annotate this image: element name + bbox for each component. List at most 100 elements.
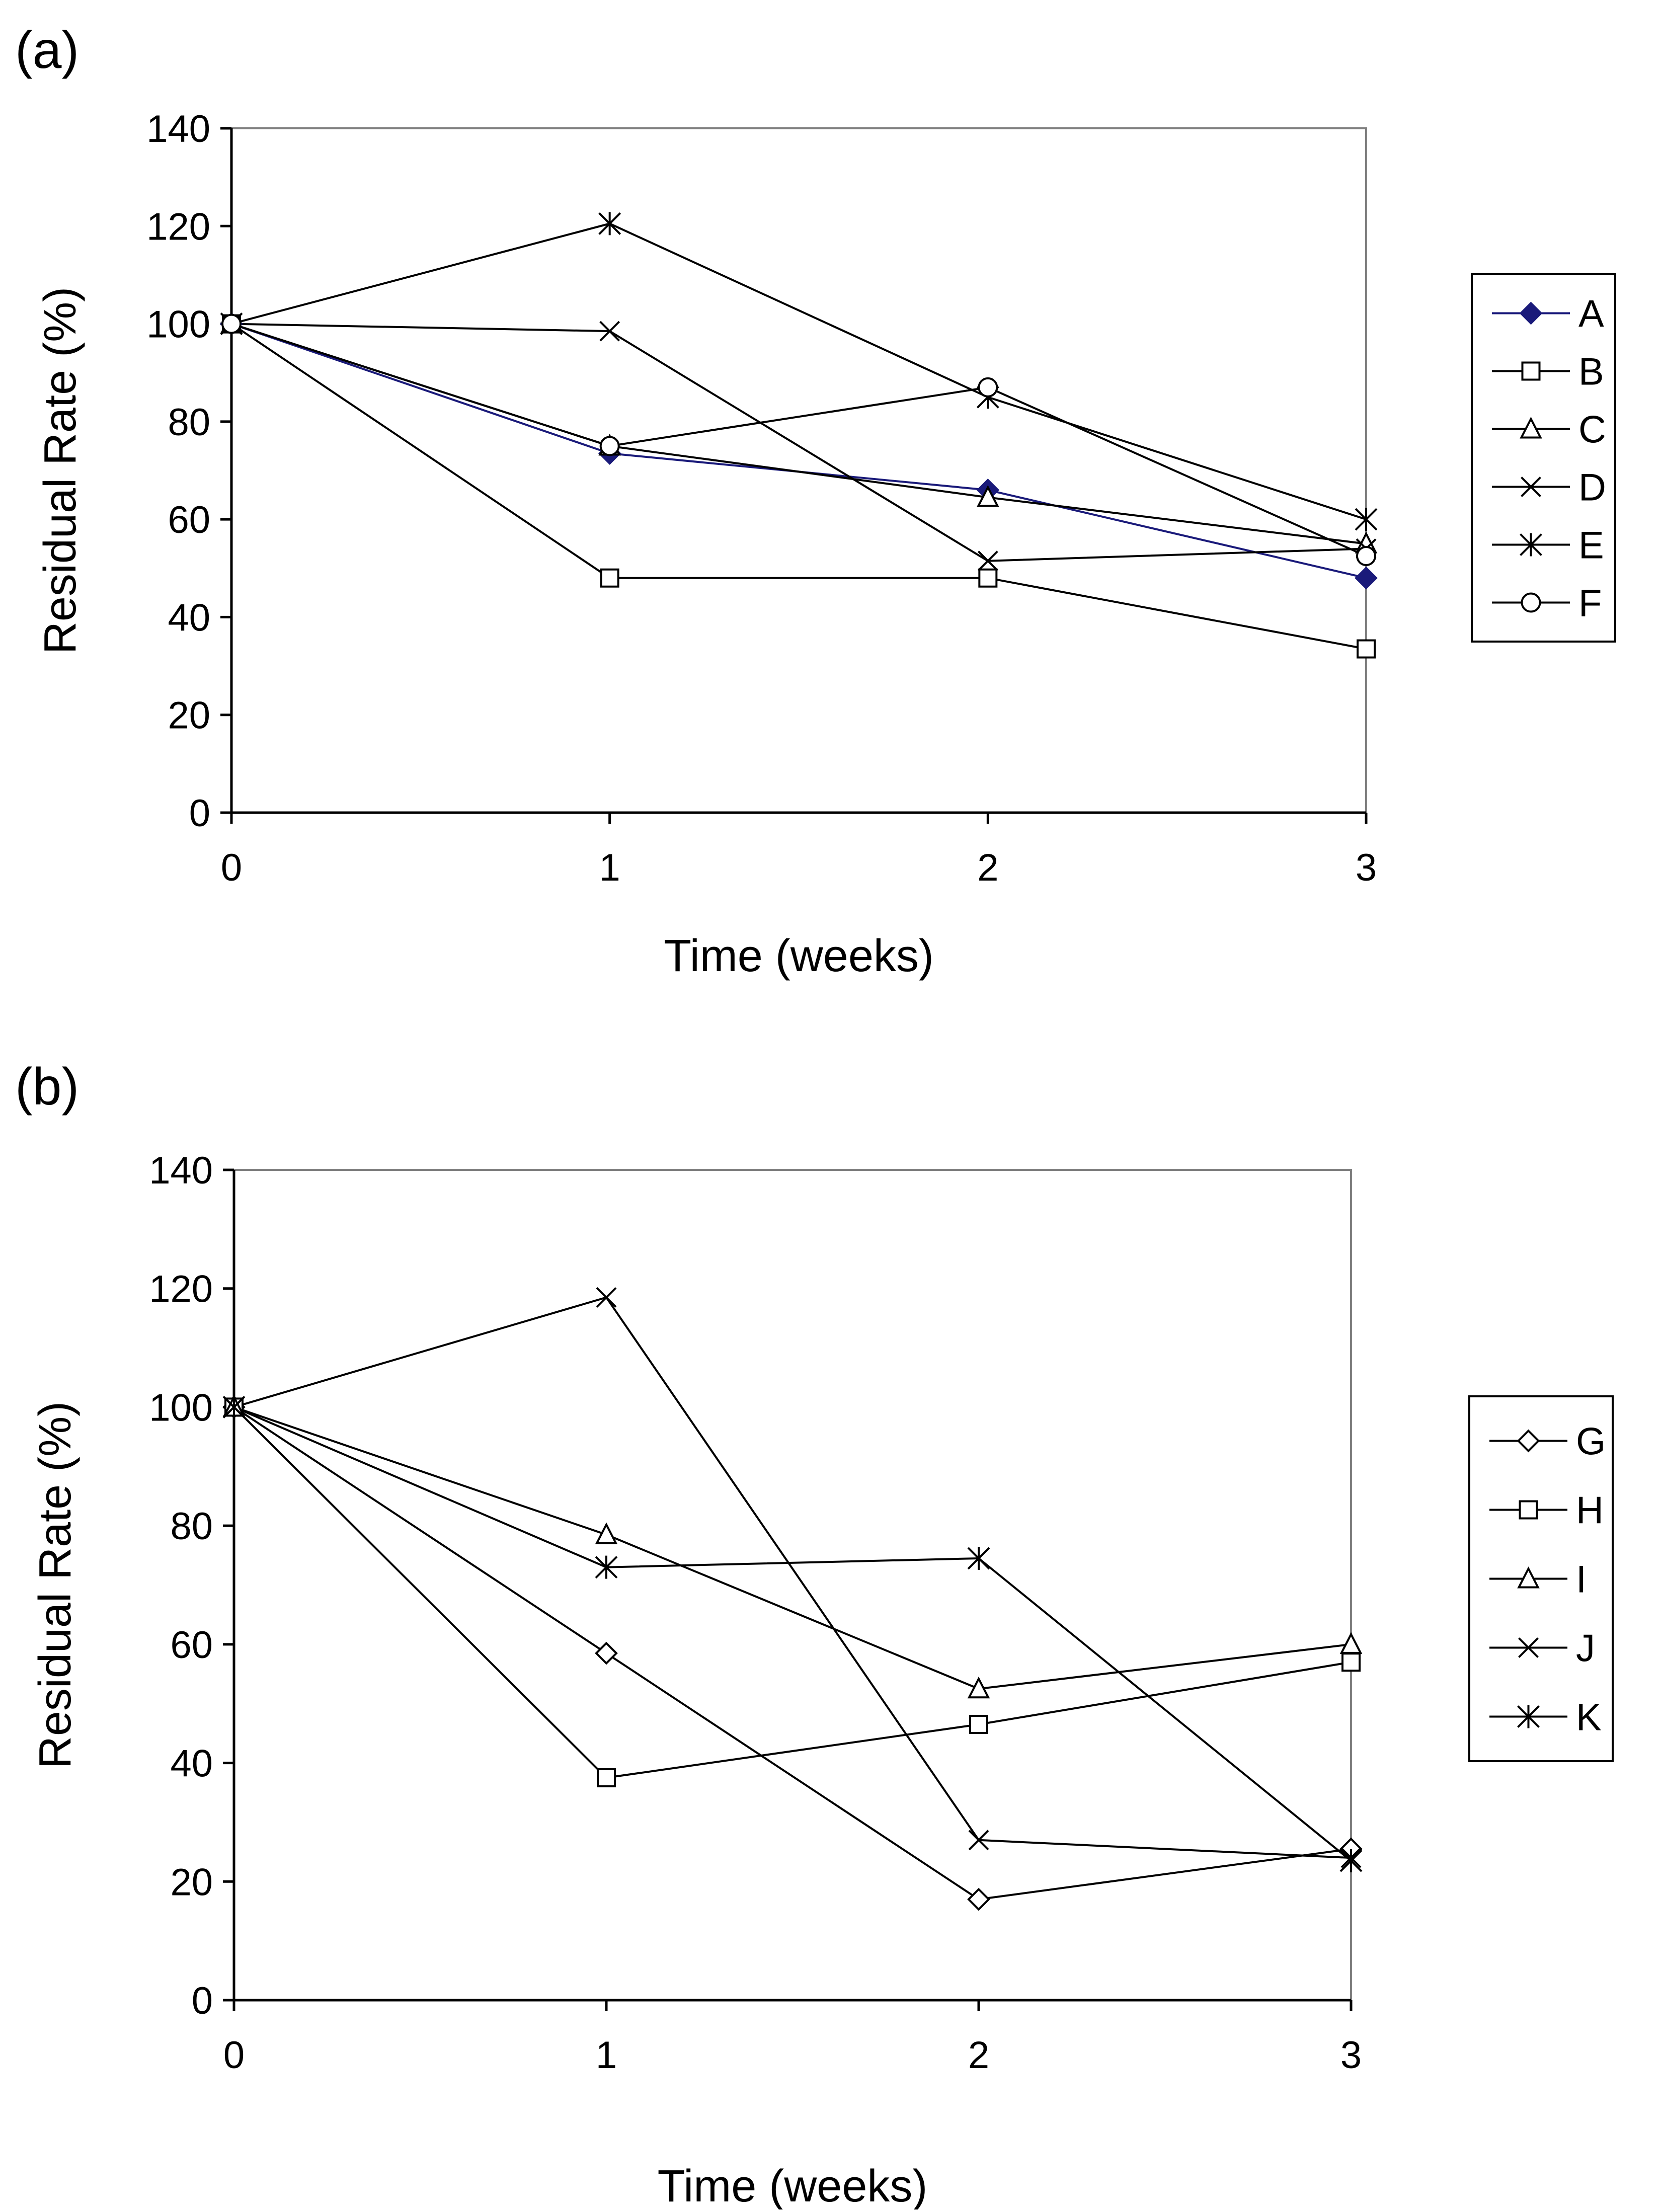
series-line-H [233, 1406, 1352, 1779]
plot-frame [233, 1169, 1352, 2001]
x-axis-title: Time (weeks) [658, 2161, 928, 2209]
data-point-I [595, 1522, 618, 1544]
legend-label-H: H [1576, 1489, 1604, 1532]
y-tick-label: 100 [149, 1386, 213, 1429]
series-line-K [233, 1406, 1352, 1862]
legend-marker-J [1518, 1637, 1539, 1658]
y-tick-label: 0 [192, 1980, 213, 2022]
legend-label-C: C [1578, 409, 1606, 451]
series-line-B [230, 323, 1367, 650]
data-point-K [222, 1395, 246, 1419]
legend-marker-B [1521, 361, 1541, 381]
y-tick-label: 80 [170, 1505, 213, 1548]
panel-label: (b) [15, 1058, 79, 1116]
legend-label-G: G [1576, 1420, 1606, 1463]
chart-panel-0: (a) 0 20 40 60 80 100 120 140 0 1 2 3 Time (weeks) Res… [15, 21, 1616, 981]
data-point-D [599, 321, 620, 342]
y-tick-label: 40 [168, 596, 210, 639]
data-point-C [977, 485, 999, 507]
data-point-B [978, 568, 998, 588]
data-point-I [1339, 1632, 1363, 1654]
legend-marker-C [1520, 417, 1542, 439]
y-tick-label: 140 [146, 108, 210, 150]
x-tick-label: 3 [1356, 846, 1377, 889]
legend-marker-I [1517, 1566, 1540, 1589]
series-line-F [231, 323, 1367, 557]
data-point-G [595, 1641, 618, 1665]
x-tick-label: 0 [223, 2034, 245, 2077]
legend-label-D: D [1578, 466, 1606, 509]
series-line-J [233, 1296, 1352, 1859]
y-tick-label: 100 [146, 303, 210, 346]
data-point-G [967, 1887, 990, 1911]
data-point-K [967, 1546, 990, 1570]
series-points-D [221, 313, 1377, 572]
panel-label: (a) [15, 21, 79, 80]
data-point-F [1356, 546, 1376, 566]
y-tick-label: 80 [168, 401, 210, 444]
x-tick-label: 1 [599, 846, 620, 889]
legend-label-K: K [1576, 1696, 1602, 1739]
legend-box [1471, 273, 1616, 643]
plot-frame [230, 127, 1367, 814]
data-point-K [1339, 1849, 1363, 1873]
x-tick-label: 0 [221, 846, 242, 889]
y-axis-title: Residual Rate (%) [30, 1401, 81, 1769]
series-line-G [233, 1406, 1352, 1901]
data-point-A [1355, 566, 1378, 590]
data-point-I [967, 1676, 990, 1699]
data-point-D [977, 550, 998, 572]
legend-label-I: I [1576, 1558, 1587, 1601]
x-tick-label: 2 [977, 846, 998, 889]
series-line-A [231, 323, 1367, 579]
series-line-D [231, 323, 1367, 562]
data-point-H [1341, 1652, 1361, 1672]
series-line-I [233, 1406, 1352, 1690]
y-tick-label: 60 [168, 499, 210, 541]
y-tick-label: 120 [149, 1268, 213, 1311]
legend-label-J: J [1576, 1627, 1595, 1670]
y-tick-label: 20 [170, 1861, 213, 1904]
data-point-E [598, 212, 621, 235]
y-tick-label: 60 [170, 1624, 213, 1667]
data-point-H [969, 1714, 988, 1734]
series-line-E [231, 222, 1367, 521]
x-tick-label: 3 [1340, 2034, 1362, 2077]
y-tick-label: 40 [170, 1743, 213, 1785]
x-tick-label: 2 [968, 2034, 989, 2077]
y-axis-title: Residual Rate (%) [35, 287, 86, 654]
series-points-H [224, 1397, 1361, 1788]
data-point-J [596, 1287, 617, 1308]
data-point-E [1355, 508, 1378, 531]
legend-marker-H [1519, 1500, 1538, 1520]
series-points-I [222, 1395, 1363, 1699]
y-tick-label: 120 [146, 205, 210, 248]
data-point-B [600, 568, 619, 588]
legend-marker-G [1517, 1429, 1540, 1453]
data-point-K [595, 1555, 618, 1579]
y-tick-label: 140 [149, 1149, 213, 1192]
legend-marker-D [1521, 477, 1541, 497]
series-points-J [223, 1287, 1362, 1868]
legend-marker-A [1519, 301, 1543, 325]
series-points-B [222, 314, 1376, 659]
series-points-G [222, 1395, 1363, 1911]
data-point-F [599, 436, 620, 456]
series-points-K [222, 1395, 1363, 1873]
y-tick-label: 20 [168, 694, 210, 737]
y-tick-label: 0 [189, 792, 210, 835]
legend-label-A: A [1578, 293, 1604, 336]
legend-marker-F [1521, 592, 1541, 613]
legend-label-E: E [1578, 524, 1604, 567]
series-points-A [220, 312, 1378, 590]
series-line-C [231, 323, 1367, 545]
x-tick-label: 1 [596, 2034, 617, 2077]
legend-label-B: B [1578, 351, 1604, 393]
legend-marker-K [1517, 1705, 1540, 1728]
chart-panel-1: (b) 0 20 40 60 80 100 120 140 0 1 2 3 Time (weeks) Res… [15, 1058, 1614, 2211]
legend-marker-E [1520, 533, 1542, 557]
